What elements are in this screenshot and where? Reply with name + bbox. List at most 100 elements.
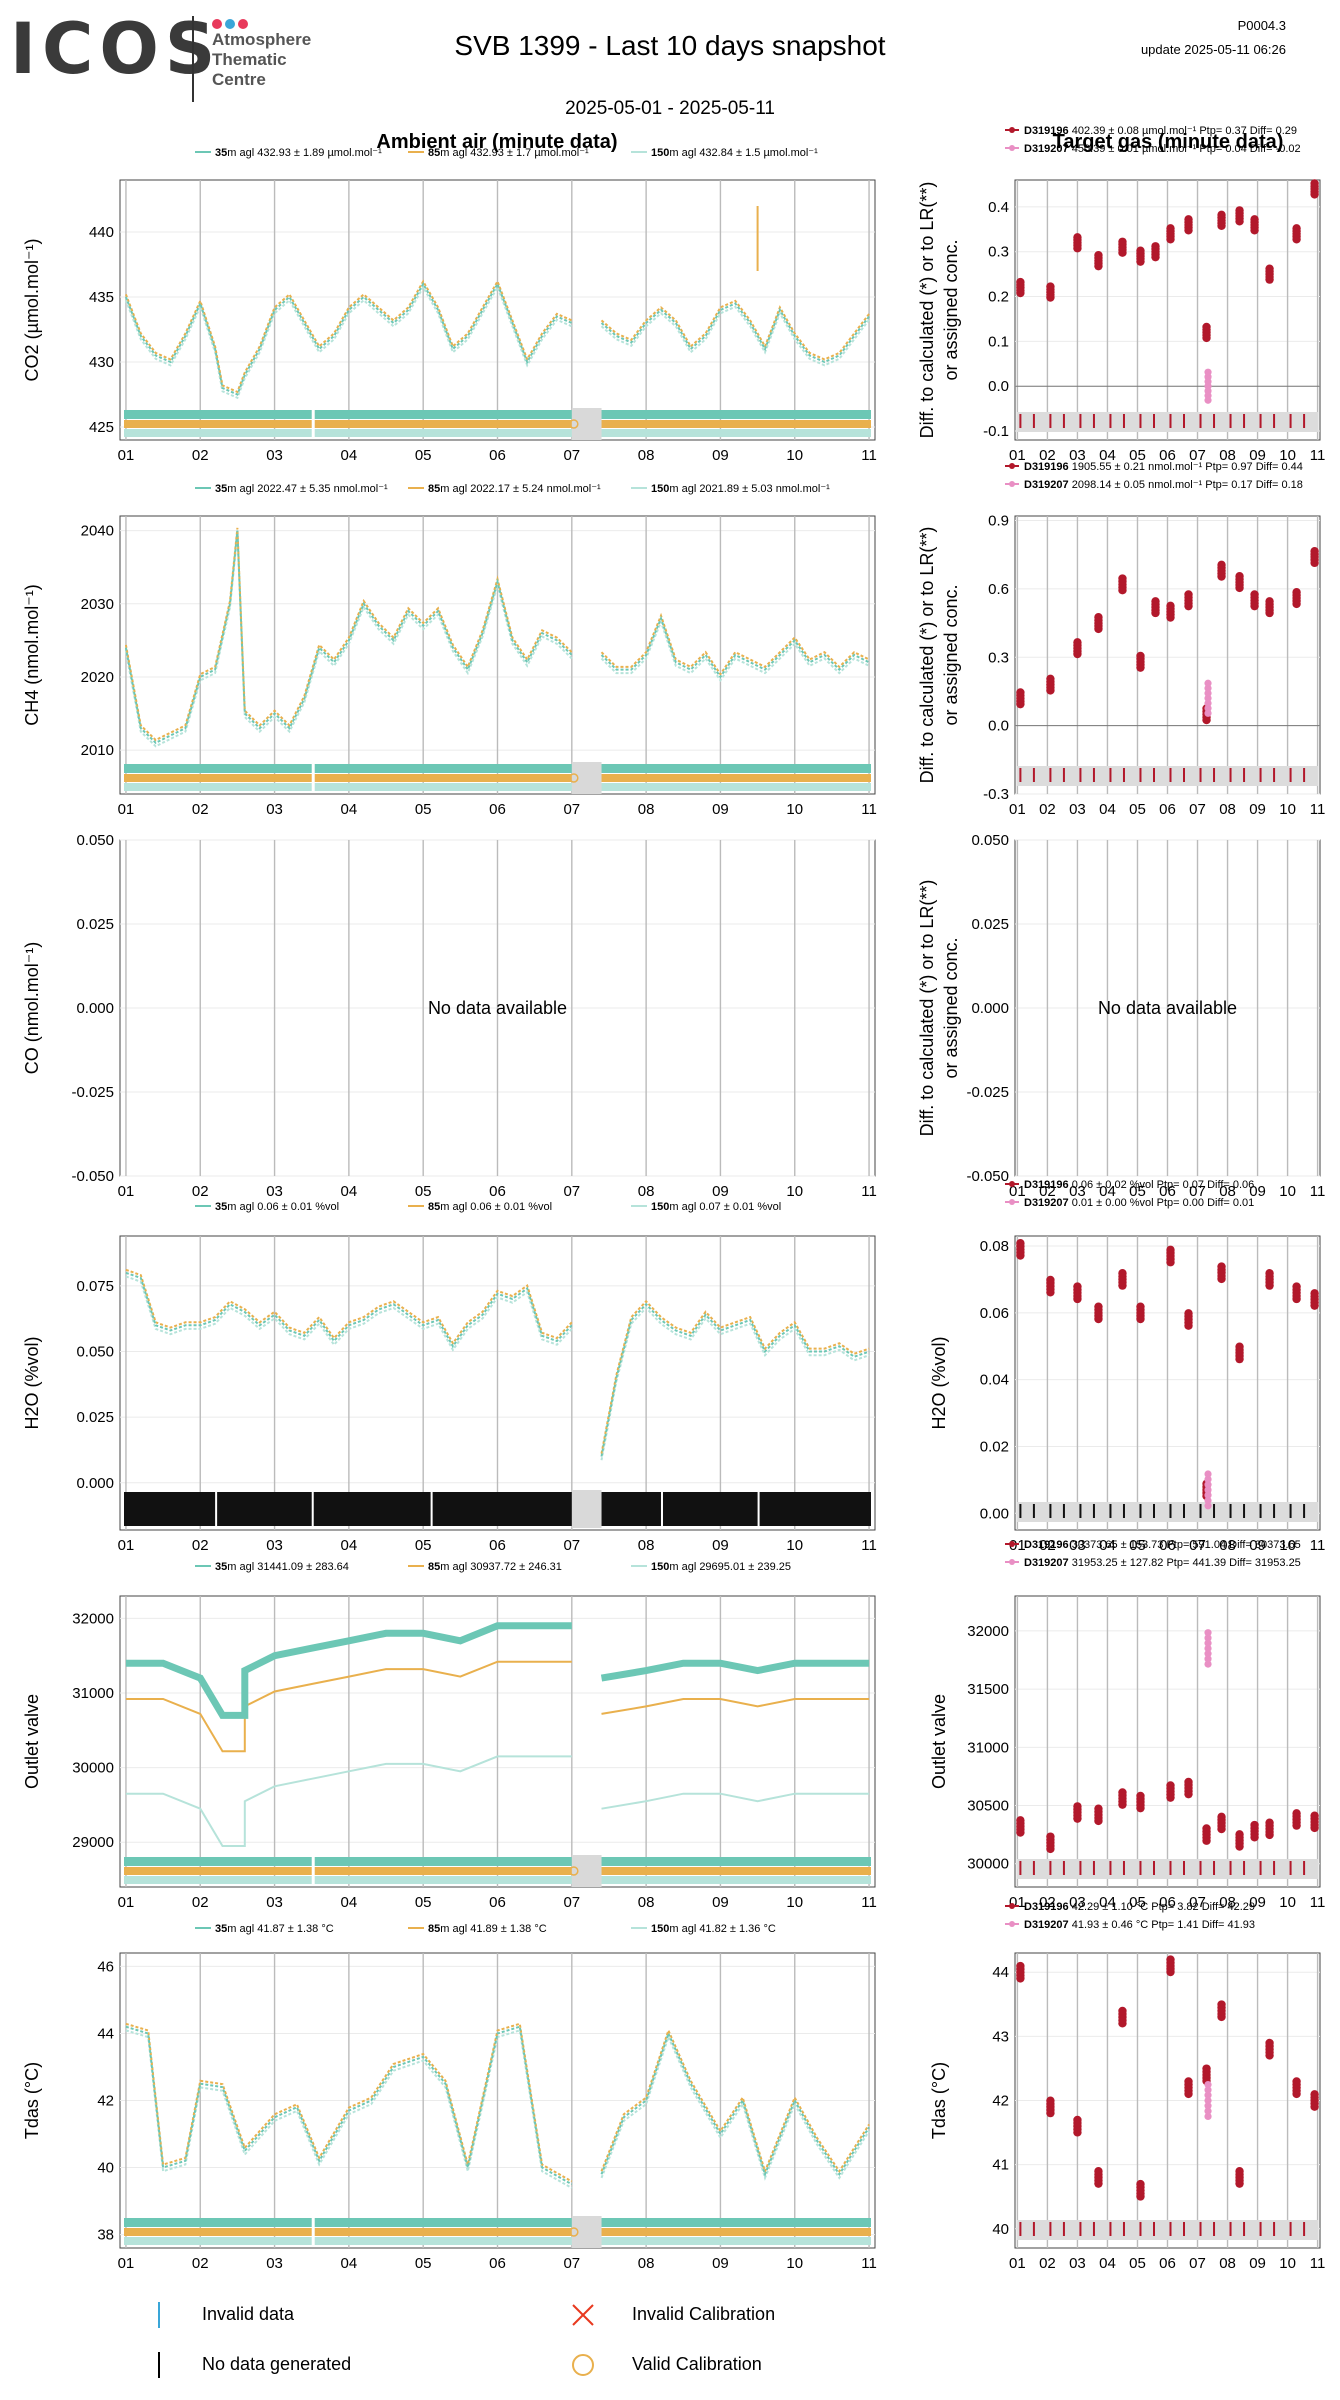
y-tick-label: 31500 [967, 1681, 1009, 1698]
x-tick-label: 01 [1009, 447, 1026, 464]
y-tick-label: 31000 [967, 1739, 1009, 1756]
series-line-35m [125, 2025, 573, 2186]
status-band-150 [124, 2237, 871, 2245]
target-point [1217, 1812, 1226, 1822]
x-tick-label: 05 [415, 1183, 432, 1200]
status-band-35 [124, 764, 871, 773]
chart-h2o: 0.000 0.025 0.050 0.075 01 02 03 04 05 06 07 08 09 10… [22, 1201, 877, 1554]
target-point [1202, 322, 1211, 332]
x-tick-label: 11 [861, 1183, 877, 1200]
series-line-85m [600, 299, 870, 361]
target-point [1166, 1245, 1175, 1255]
x-tick-label: 08 [638, 447, 655, 464]
target-point-2 [1204, 368, 1212, 376]
y-tick-label: 32000 [967, 1623, 1009, 1640]
target-point [1217, 1262, 1226, 1271]
target-point-2 [1204, 699, 1212, 707]
status-band [1017, 1859, 1318, 1879]
x-tick-label: 08 [638, 1183, 655, 1200]
no-data-icon [158, 2352, 160, 2378]
chart-co2: 425 430 435 440 01 02 03 04 05 06 07 08 09 10 11 CO2 (µ… [22, 147, 877, 464]
y-tick-label: 0.00 [980, 1505, 1009, 1522]
x-tick-label: 10 [786, 2255, 803, 2272]
legend-entry: 85m agl 0.06 ± 0.01 %vol [428, 1201, 552, 1213]
x-tick-label: 04 [1099, 447, 1116, 464]
y-axis-label: Outlet valve [22, 1694, 42, 1789]
logo-sub-line: Centre [212, 70, 266, 89]
y-tick-label: 0.025 [971, 916, 1009, 933]
x-tick-label: 10 [1279, 2255, 1296, 2272]
x-tick-label: 11 [861, 447, 877, 464]
y-axis-label: Tdas (°C) [22, 2062, 42, 2139]
x-tick-label: 08 [638, 2255, 655, 2272]
page-title: SVB 1399 - Last 10 days snapshot [454, 30, 886, 61]
x-tick-label: 09 [1249, 801, 1266, 818]
target-point [1166, 1781, 1175, 1790]
legend-entry: D319207 2098.14 ± 0.05 nmol.mol⁻¹ Ptp= 0… [1024, 479, 1303, 491]
y-tick-label: 0.000 [971, 1000, 1009, 1017]
legend-marker [1009, 1181, 1015, 1187]
target-point [1136, 1791, 1145, 1801]
target-point [1310, 1811, 1319, 1820]
series-line-85m [125, 1660, 572, 1753]
y-tick-label: 2030 [81, 596, 114, 613]
doc-code: P0004.3 [1237, 18, 1286, 33]
status-band-150 [124, 783, 871, 791]
valid-calibration-icon [572, 2354, 594, 2376]
target-point-2 [1204, 694, 1212, 702]
target-point [1217, 2000, 1226, 2009]
logo-subtitle: Atmosphere Thematic Centre [212, 30, 311, 90]
status-band-150 [124, 1876, 871, 1884]
target-point-2 [1204, 1634, 1212, 1642]
target-point [1250, 590, 1259, 599]
target-point-2 [1204, 1491, 1212, 1499]
left-panel-title: Ambient air (minute data) [376, 131, 617, 153]
status-band [1017, 2220, 1318, 2240]
x-tick-label: 01 [118, 1894, 135, 1911]
y-tick-label: 0.025 [76, 1409, 114, 1426]
x-tick-label: 03 [266, 1894, 283, 1911]
y-tick-label: 32000 [72, 1610, 114, 1627]
y-tick-label: 435 [89, 289, 114, 306]
target-point [1118, 1788, 1127, 1797]
y-tick-label: 0.02 [980, 1438, 1009, 1455]
target-point [1073, 2115, 1082, 2125]
target-point [1136, 2179, 1145, 2189]
series-line-85m [600, 612, 870, 676]
chart-ch4: 2010 2020 2030 2040 01 02 03 04 05 06 07 08 09 10 11 CH… [22, 483, 877, 818]
x-tick-label: 08 [1219, 447, 1236, 464]
y-axis-label: Outlet valve [929, 1694, 949, 1789]
logo-dot [212, 19, 222, 29]
legend-entry: 85m agl 30937.72 ± 246.31 [428, 1561, 562, 1573]
legend-entry: D319207 450.39 ± 0.01 µmol.mol⁻¹ Ptp= 0.… [1024, 143, 1301, 155]
gap-block [571, 1490, 602, 1528]
y-axis-label: Diff. to calculated (*) or to LR(**) [917, 182, 937, 439]
y-tick-label: 43 [992, 2028, 1009, 2045]
no-data-band [124, 1492, 871, 1526]
status-band-35 [124, 410, 871, 419]
y-axis-label: CH4 (nmol.mol⁻¹) [22, 584, 42, 726]
gap-block [571, 2216, 602, 2248]
target-point-2 [1204, 704, 1212, 712]
target-point [1118, 574, 1127, 583]
x-tick-label: 10 [1279, 1537, 1296, 1554]
target-point-2 [1204, 2080, 1212, 2089]
target-point [1235, 572, 1244, 581]
x-tick-label: 05 [415, 1894, 432, 1911]
target-point [1136, 651, 1145, 661]
legend-invalid-data: Invalid data [202, 2304, 295, 2324]
x-tick-label: 01 [118, 801, 135, 818]
y-tick-label: 40 [992, 2221, 1009, 2238]
x-tick-label: 05 [1129, 2255, 1146, 2272]
series-line-35m [600, 615, 870, 679]
band-break [757, 1492, 760, 1526]
y-tick-label: 44 [97, 2025, 114, 2042]
y-axis-label: or assigned conc. [941, 239, 961, 380]
target-point [1310, 179, 1319, 188]
x-tick-label: 03 [1069, 447, 1086, 464]
legend-invalid-calibration: Invalid Calibration [632, 2304, 776, 2324]
right-panel-title: Target gas (minute data) [1053, 131, 1284, 153]
target-point [1094, 1302, 1103, 1311]
y-tick-label: 42 [97, 2093, 114, 2110]
